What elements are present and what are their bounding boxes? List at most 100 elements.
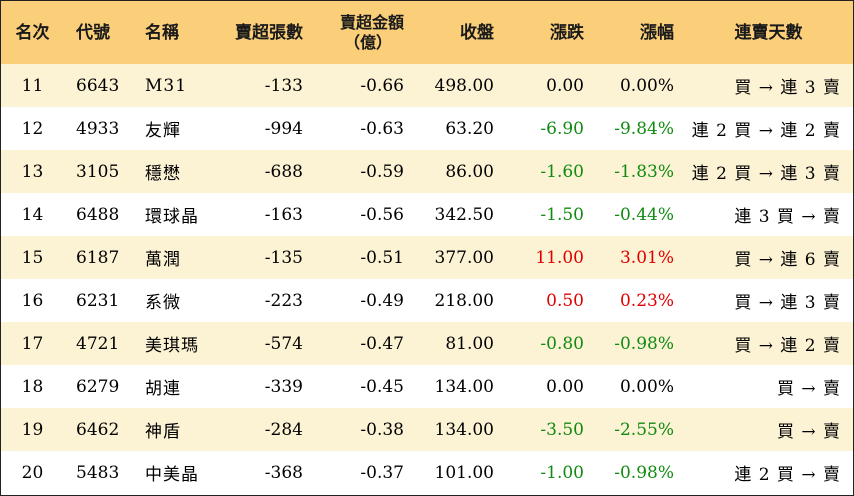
cell-net-sell-amount: -0.38 bbox=[360, 419, 404, 440]
cell-code: 6462 bbox=[76, 419, 120, 440]
cell-streak: 連 2 買 → 連 3 賣 bbox=[691, 164, 841, 184]
header-streak: 連賣天數 bbox=[734, 22, 803, 43]
cell-code: 6279 bbox=[76, 376, 120, 397]
table-row: 13 3105 穩懋 -688 -0.59 86.00 -1.60 -1.83% 連 2 買 →… bbox=[1, 150, 853, 193]
cell-change-pct: -1.83% bbox=[614, 161, 674, 182]
cell-change-pct: 3.01% bbox=[619, 247, 674, 268]
cell-change-pct: 0.23% bbox=[619, 290, 674, 311]
cell-net-sell-lots: -994 bbox=[264, 118, 303, 139]
table-row: 11 6643 M31 -133 -0.66 498.00 0.00 0.00% 買 → 連 3… bbox=[1, 64, 853, 107]
cell-code: 6187 bbox=[76, 247, 120, 268]
cell-streak: 買 → 連 6 賣 bbox=[734, 250, 841, 270]
header-net-sell-amount-unit: （億） bbox=[343, 32, 392, 52]
cell-close: 342.50 bbox=[434, 204, 494, 225]
cell-rank: 14 bbox=[21, 204, 44, 225]
cell-code: 5483 bbox=[76, 462, 120, 483]
cell-net-sell-lots: -284 bbox=[264, 419, 303, 440]
cell-net-sell-lots: -688 bbox=[264, 161, 303, 182]
cell-rank: 15 bbox=[21, 247, 44, 268]
cell-name: 胡連 bbox=[145, 379, 181, 399]
cell-name: 環球晶 bbox=[145, 207, 199, 227]
cell-streak: 連 2 買 → 連 2 賣 bbox=[691, 121, 841, 141]
cell-change-pct: -9.84% bbox=[614, 118, 674, 139]
cell-rank: 19 bbox=[21, 419, 44, 440]
cell-name: 友輝 bbox=[145, 121, 181, 141]
cell-streak: 連 3 買 → 賣 bbox=[734, 207, 841, 227]
cell-code: 6643 bbox=[76, 75, 120, 96]
cell-net-sell-lots: -223 bbox=[264, 290, 303, 311]
cell-net-sell-lots: -135 bbox=[264, 247, 303, 268]
cell-rank: 17 bbox=[21, 333, 44, 354]
cell-change: -1.00 bbox=[540, 462, 584, 483]
table-row: 16 6231 系微 -223 -0.49 218.00 0.50 0.23% 買 → 連 3 … bbox=[1, 279, 853, 322]
cell-code: 6488 bbox=[76, 204, 120, 225]
cell-close: 86.00 bbox=[445, 161, 494, 182]
cell-rank: 13 bbox=[21, 161, 44, 182]
header-change-pct: 漲幅 bbox=[640, 22, 674, 43]
cell-net-sell-amount: -0.59 bbox=[360, 161, 404, 182]
cell-code: 3105 bbox=[76, 161, 120, 182]
cell-name: 萬潤 bbox=[145, 250, 181, 270]
cell-net-sell-amount: -0.47 bbox=[360, 333, 404, 354]
cell-close: 377.00 bbox=[434, 247, 494, 268]
cell-code: 4933 bbox=[76, 118, 120, 139]
cell-change-pct: -0.98% bbox=[614, 333, 674, 354]
cell-close: 134.00 bbox=[434, 419, 494, 440]
table-row: 17 4721 美琪瑪 -574 -0.47 81.00 -0.80 -0.98% 買 → 連 … bbox=[1, 322, 853, 365]
header-close: 收盤 bbox=[460, 22, 494, 43]
header-net-sell-lots: 賣超張數 bbox=[235, 22, 303, 43]
cell-change: 0.00 bbox=[546, 376, 584, 397]
cell-change-pct: -2.55% bbox=[614, 419, 674, 440]
cell-net-sell-amount: -0.63 bbox=[360, 118, 404, 139]
cell-name: 美琪瑪 bbox=[145, 336, 199, 356]
cell-net-sell-amount: -0.51 bbox=[360, 247, 404, 268]
cell-net-sell-amount: -0.49 bbox=[360, 290, 404, 311]
cell-close: 218.00 bbox=[434, 290, 494, 311]
table-row: 20 5483 中美晶 -368 -0.37 101.00 -1.00 -0.98% 連 2 買… bbox=[1, 451, 853, 494]
table-row: 12 4933 友輝 -994 -0.63 63.20 -6.90 -9.84% 連 2 買 →… bbox=[1, 107, 853, 150]
cell-name: 中美晶 bbox=[145, 465, 199, 485]
cell-close: 63.20 bbox=[445, 118, 494, 139]
cell-net-sell-lots: -163 bbox=[264, 204, 303, 225]
cell-streak: 買 → 連 3 賣 bbox=[734, 78, 841, 98]
cell-net-sell-lots: -133 bbox=[264, 75, 303, 96]
cell-name: 系微 bbox=[145, 293, 181, 313]
cell-change-pct: 0.00% bbox=[619, 376, 674, 397]
cell-rank: 11 bbox=[21, 75, 44, 96]
cell-close: 101.00 bbox=[434, 462, 494, 483]
cell-name: M31 bbox=[145, 75, 188, 96]
cell-rank: 12 bbox=[21, 118, 44, 139]
cell-change: 0.50 bbox=[546, 290, 584, 311]
header-code: 代號 bbox=[76, 22, 110, 43]
cell-close: 498.00 bbox=[434, 75, 494, 96]
cell-net-sell-amount: -0.56 bbox=[360, 204, 404, 225]
header-change: 漲跌 bbox=[550, 22, 584, 43]
cell-rank: 16 bbox=[21, 290, 44, 311]
cell-rank: 20 bbox=[21, 462, 44, 483]
cell-net-sell-amount: -0.66 bbox=[360, 75, 404, 96]
table-row: 18 6279 胡連 -339 -0.45 134.00 0.00 0.00% 買 → 賣 bbox=[1, 365, 853, 408]
cell-change-pct: -0.44% bbox=[614, 204, 674, 225]
cell-change: -1.50 bbox=[540, 204, 584, 225]
cell-close: 81.00 bbox=[445, 333, 494, 354]
table-row: 14 6488 環球晶 -163 -0.56 342.50 -1.50 -0.44% 連 3 買… bbox=[1, 193, 853, 236]
cell-name: 穩懋 bbox=[145, 164, 181, 184]
cell-change: -0.80 bbox=[540, 333, 584, 354]
cell-change-pct: 0.00% bbox=[619, 75, 674, 96]
cell-change: -3.50 bbox=[540, 419, 584, 440]
header-rank: 名次 bbox=[15, 22, 50, 43]
cell-net-sell-lots: -574 bbox=[264, 333, 303, 354]
cell-net-sell-lots: -339 bbox=[264, 376, 303, 397]
cell-net-sell-amount: -0.37 bbox=[360, 462, 404, 483]
header-name: 名稱 bbox=[145, 22, 179, 43]
cell-change-pct: -0.98% bbox=[614, 462, 674, 483]
table-row: 15 6187 萬潤 -135 -0.51 377.00 11.00 3.01% 買 → 連 6… bbox=[1, 236, 853, 279]
cell-net-sell-amount: -0.45 bbox=[360, 376, 404, 397]
cell-change: -1.60 bbox=[540, 161, 584, 182]
header-net-sell-amount-label: 賣超金額 bbox=[339, 12, 404, 32]
table-row: 19 6462 神盾 -284 -0.38 134.00 -3.50 -2.55% 買 → 賣 bbox=[1, 408, 853, 451]
cell-close: 134.00 bbox=[434, 376, 494, 397]
cell-streak: 買 → 連 3 賣 bbox=[734, 293, 841, 313]
cell-change: -6.90 bbox=[540, 118, 584, 139]
